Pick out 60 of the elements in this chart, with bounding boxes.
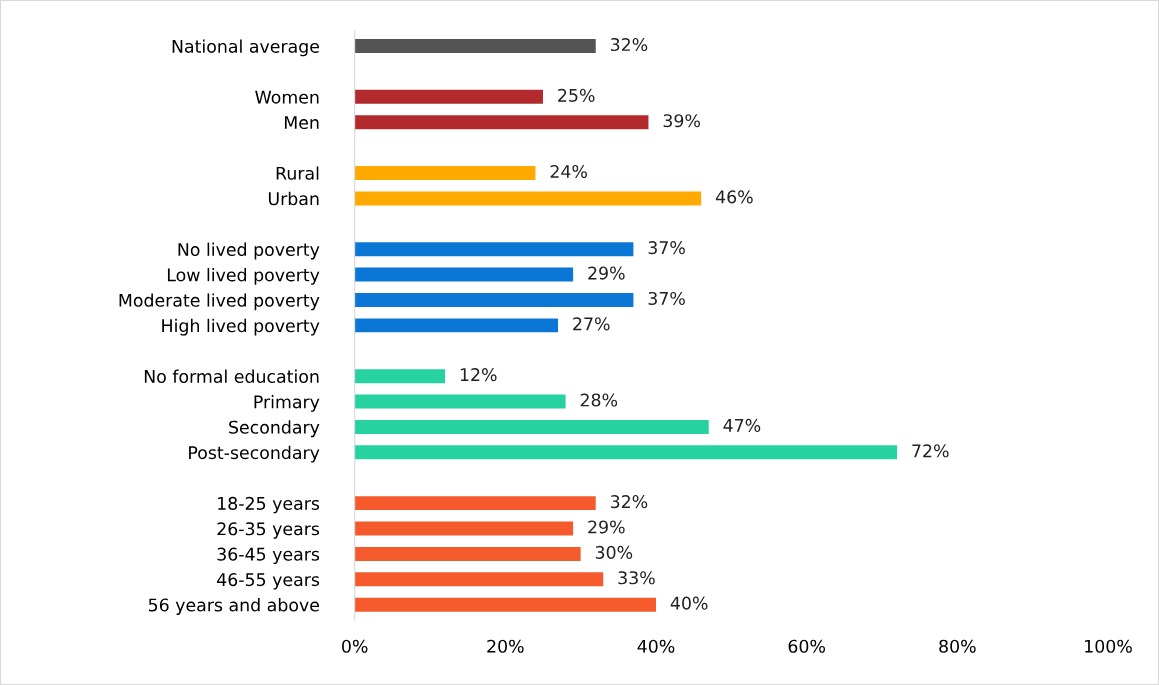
y-tick-label: 56 years and above	[148, 598, 319, 615]
data-label: 32%	[610, 495, 648, 509]
y-tick-label: Urban	[268, 191, 319, 206]
y-tick-label: Low lived poverty	[167, 267, 320, 285]
x-tick-label: 0%	[342, 639, 368, 653]
x-tick-label: 60%	[788, 639, 825, 653]
data-label: 32%	[610, 37, 648, 52]
x-tick-label: 40%	[637, 639, 675, 653]
bar	[354, 419, 709, 434]
y-tick-label: No formal education	[144, 369, 319, 383]
bar	[354, 89, 543, 104]
y-tick-label: 36-45 years	[217, 547, 320, 565]
y-tick-label: Moderate lived poverty	[119, 293, 320, 311]
y-tick-label: No lived poverty	[178, 242, 320, 260]
bar	[354, 39, 596, 54]
data-label: 30%	[595, 545, 633, 559]
x-tick-label: 20%	[487, 639, 524, 653]
data-label: 12%	[460, 368, 497, 382]
bar	[354, 191, 702, 206]
bar	[354, 445, 898, 460]
data-label: 29%	[588, 520, 625, 534]
bar	[354, 318, 559, 333]
y-tick-label: High lived poverty	[162, 318, 320, 336]
bar	[354, 394, 566, 409]
bar	[354, 293, 634, 307]
y-tick-label: 26-35 years	[217, 522, 320, 539]
y-tick-label: 18-25 years	[218, 496, 320, 514]
y-tick-label: Primary	[254, 394, 320, 412]
y-tick-label: National average	[172, 39, 319, 57]
data-label: 33%	[618, 571, 655, 585]
y-tick-label: Rural	[276, 166, 319, 180]
y-tick-label: Post-secondary	[189, 445, 320, 463]
data-label: 39%	[663, 114, 700, 128]
bar	[354, 572, 604, 587]
data-label: 24%	[550, 164, 587, 179]
data-label: 28%	[580, 393, 618, 407]
bar	[354, 521, 574, 536]
data-label: 25%	[558, 88, 595, 102]
data-label: 27%	[573, 317, 610, 331]
bar	[354, 546, 581, 561]
x-tick-label: 100%	[1085, 639, 1132, 653]
bar	[354, 242, 634, 257]
bar	[354, 369, 446, 384]
bar	[354, 597, 656, 612]
data-label: 72%	[912, 444, 949, 458]
y-tick-label: Men	[284, 116, 319, 130]
data-label: 37%	[648, 241, 685, 255]
data-label: 46%	[715, 190, 753, 204]
data-label: 37%	[648, 291, 685, 306]
bar	[354, 166, 536, 180]
data-label: 29%	[588, 266, 625, 280]
x-tick-label: 80%	[939, 639, 976, 653]
bar	[354, 496, 596, 511]
bar	[354, 115, 649, 130]
y-tick-label: 46-55 years	[217, 573, 320, 590]
bar	[354, 267, 574, 282]
y-tick-label: Women	[255, 90, 319, 104]
data-label: 47%	[723, 418, 761, 432]
data-label: 40%	[670, 596, 708, 610]
y-tick-label: Secondary	[229, 420, 320, 438]
